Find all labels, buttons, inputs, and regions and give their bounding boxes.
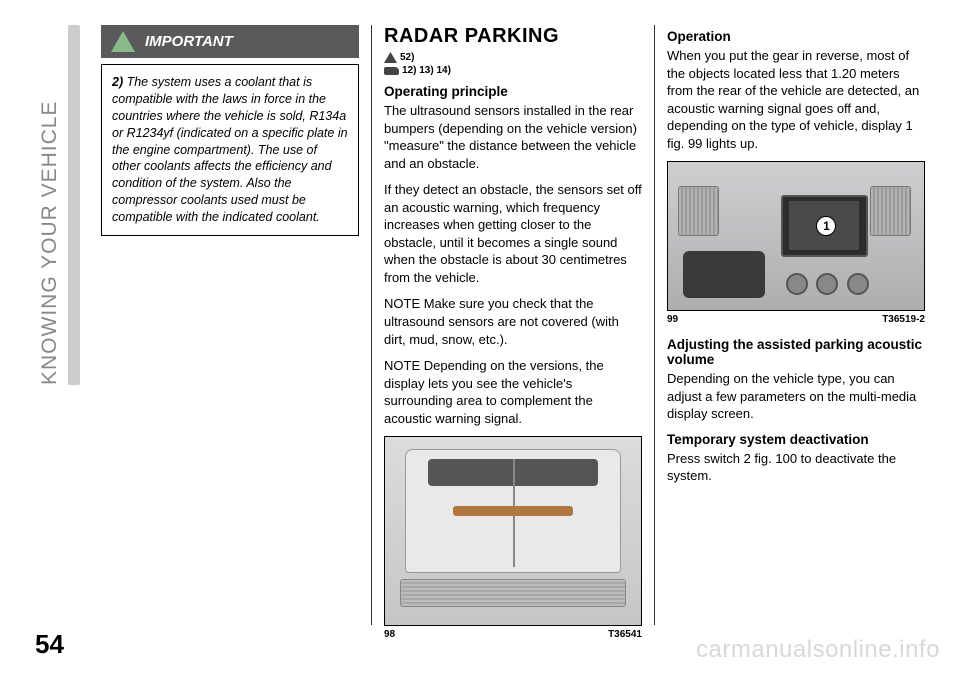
para-op2: If they detect an obstacle, the sensors … [384,181,642,286]
triangle-icon [384,52,397,63]
column-2: RADAR PARKING 52) 12) 13) 14) Operating … [371,25,654,625]
section-title: RADAR PARKING [384,25,642,48]
van-body-shape [405,449,620,573]
subheading-operation: Operation [667,29,925,44]
important-header: IMPORTANT [101,25,359,58]
para-adjusting: Depending on the vehicle type, you can a… [667,370,925,423]
figure-99-caption: 99 T36519-2 [667,314,925,325]
content-columns: IMPORTANT 2) The system uses a coolant t… [95,25,925,625]
manual-page: KNOWING YOUR VEHICLE IMPORTANT 2) The sy… [0,0,960,678]
watermark: carmanualsonline.info [696,636,940,664]
figure-99-num: 99 [667,314,678,325]
figure-98-caption: 98 T36541 [384,629,642,640]
figure-99-wrap: 1 99 T36519-2 [667,161,925,325]
section-tab-bar [68,25,80,385]
ref-warning: 52) [384,52,642,63]
vent-right-shape [870,186,911,236]
callout-marker-1: 1 [816,216,836,236]
important-label: IMPORTANT [145,33,233,50]
para-note2: NOTE Depending on the versions, the disp… [384,357,642,427]
van-handle-shape [453,506,572,516]
subheading-operating: Operating principle [384,84,642,99]
figure-98 [384,436,642,626]
para-operation: When you put the gear in reverse, most o… [667,47,925,152]
instrument-cluster-shape [683,251,765,298]
important-number: 2) [112,75,123,89]
vent-left-shape [678,186,719,236]
figure-98-code: T36541 [608,629,642,640]
van-bumper-shape [400,579,625,607]
para-deactivation: Press switch 2 fig. 100 to deactivate th… [667,450,925,485]
figure-98-num: 98 [384,629,395,640]
section-tab-label: KNOWING YOUR VEHICLE [38,25,60,385]
subheading-deactivation: Temporary system deactivation [667,432,925,447]
ref-vehicle-text: 12) 13) 14) [402,65,451,76]
figure-99: 1 [667,161,925,311]
page-number: 54 [35,629,64,660]
dashboard-shape: 1 [668,162,924,310]
figure-99-code: T36519-2 [882,314,925,325]
knob-1-shape [786,273,808,295]
knob-2-shape [816,273,838,295]
warning-tree-icon [111,31,135,52]
knob-3-shape [847,273,869,295]
ref-warning-text: 52) [400,52,414,63]
column-1: IMPORTANT 2) The system uses a coolant t… [95,25,371,625]
column-3: Operation When you put the gear in rever… [654,25,925,625]
important-box: 2) The system uses a coolant that is com… [101,64,359,236]
ref-vehicle: 12) 13) 14) [384,65,642,76]
figure-98-wrap: 98 T36541 [384,436,642,640]
important-text: The system uses a coolant that is compat… [112,75,348,224]
car-icon [384,67,399,75]
subheading-adjusting: Adjusting the assisted parking acoustic … [667,337,925,367]
para-op1: The ultrasound sensors installed in the … [384,102,642,172]
para-note1: NOTE Make sure you check that the ultras… [384,295,642,348]
